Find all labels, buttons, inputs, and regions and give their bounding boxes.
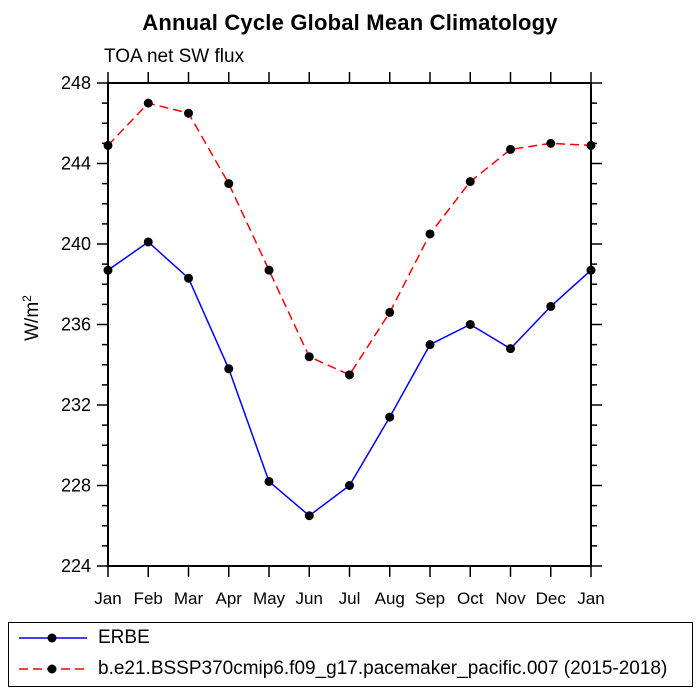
- legend-entry-model: b.e21.BSSP370cmip6.f09_g17.pacemaker_pac…: [18, 658, 668, 679]
- x-tick-label-12: Jan: [577, 589, 604, 608]
- x-tick-label-8: Sep: [415, 589, 445, 608]
- y-tick-label-228: 228: [61, 476, 91, 496]
- data-point-marker: [425, 229, 435, 239]
- y-tick-label-244: 244: [61, 154, 91, 174]
- data-point-marker: [506, 344, 515, 354]
- data-point-marker: [184, 273, 193, 283]
- chart-subtitle: TOA net SW flux: [104, 46, 245, 67]
- x-tick-label-4: May: [253, 589, 286, 608]
- x-tick-label-10: Nov: [495, 589, 526, 608]
- legend-label-1: b.e21.BSSP370cmip6.f09_g17.pacemaker_pac…: [98, 658, 668, 679]
- legend-entry-erbe: ERBE: [18, 627, 150, 648]
- x-tick-label-0: Jan: [94, 589, 121, 608]
- x-tick-label-3: Apr: [216, 589, 243, 608]
- y-tick-label-232: 232: [61, 395, 91, 415]
- x-tick-label-2: Mar: [174, 589, 204, 608]
- y-axis-label: W/m2: [20, 295, 43, 341]
- y-tick-label-240: 240: [61, 234, 91, 254]
- data-point-marker: [546, 301, 556, 311]
- x-tick-label-7: Aug: [375, 589, 405, 608]
- data-point-marker: [465, 320, 475, 329]
- data-point-marker: [264, 476, 274, 486]
- x-tick-label-6: Jul: [339, 589, 361, 608]
- legend-label-0: ERBE: [98, 627, 150, 648]
- data-point-marker: [385, 307, 395, 317]
- data-point-marker: [184, 108, 193, 118]
- data-point-marker: [425, 340, 435, 350]
- x-tick-label-11: Dec: [536, 589, 567, 608]
- data-point-marker: [345, 370, 354, 380]
- x-tick-label-1: Feb: [134, 589, 163, 608]
- data-point-marker: [465, 177, 475, 187]
- data-point-marker: [224, 364, 234, 374]
- legend-line-sample-0: [19, 633, 87, 643]
- y-tick-labels: 224 228 232 236 240 244 248: [61, 73, 91, 576]
- plot-frame: [107, 82, 592, 567]
- x-tick-labels: Jan Feb Mar Apr May Jun Jul Aug Sep Oct Nov Dec Jan: [94, 589, 604, 608]
- series-line-1: [107, 102, 592, 376]
- y-tick-label-224: 224: [61, 556, 91, 576]
- axis-ticks: [97, 72, 602, 577]
- legend-marker-1: [47, 664, 57, 674]
- data-point-marker: [345, 481, 354, 490]
- y-tick-label-236: 236: [61, 315, 91, 335]
- y-tick-label-248: 248: [61, 73, 91, 93]
- data-point-marker: [304, 352, 314, 362]
- series-markers-0: [103, 237, 596, 521]
- legend-line-sample-1: [19, 664, 87, 674]
- data-point-marker: [546, 138, 556, 148]
- data-point-marker: [224, 179, 234, 189]
- data-point-marker: [304, 511, 314, 521]
- data-point-marker: [143, 98, 153, 108]
- data-point-marker: [143, 237, 153, 247]
- x-tick-label-5: Jun: [296, 589, 323, 608]
- legend-marker-0: [47, 633, 57, 643]
- x-tick-label-9: Oct: [457, 589, 484, 608]
- data-point-marker: [506, 144, 515, 154]
- legend-box: ERBE b.e21.BSSP370cmip6.f09_g17.pacemake…: [8, 622, 693, 687]
- data-point-marker: [264, 265, 274, 275]
- chart-title: Annual Cycle Global Mean Climatology: [142, 10, 558, 35]
- data-point-marker: [385, 412, 395, 422]
